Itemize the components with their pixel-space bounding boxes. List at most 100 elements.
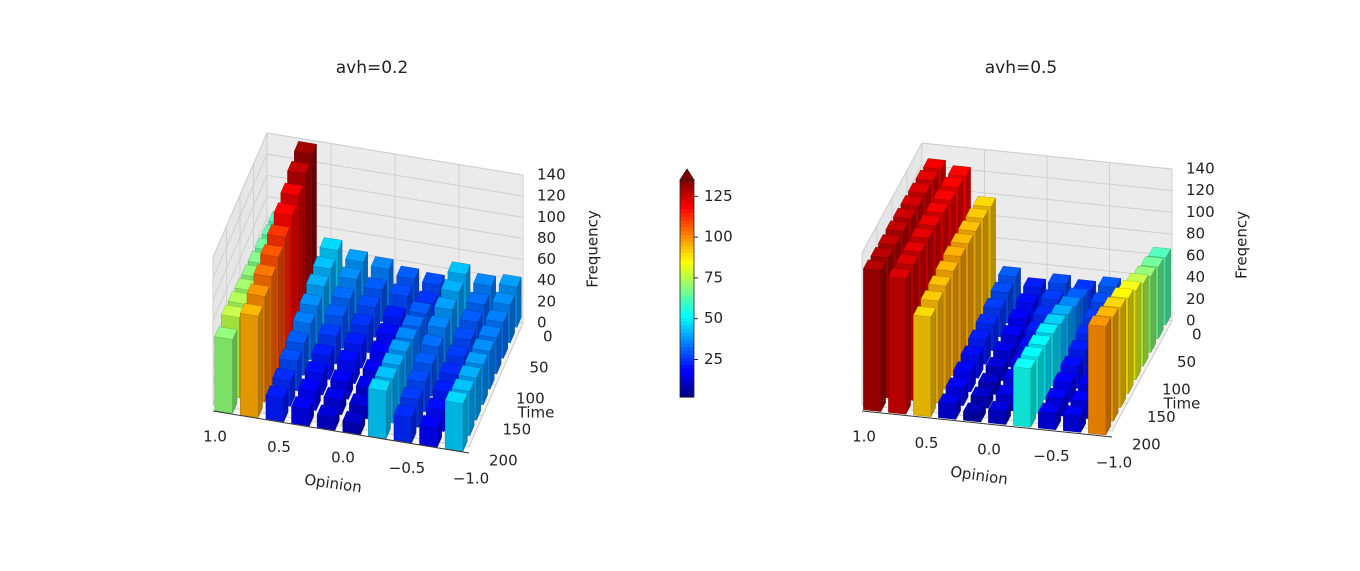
y-tick-label: 0 xyxy=(543,328,553,346)
bar-side xyxy=(1120,298,1126,409)
bar-side xyxy=(1105,316,1111,436)
bar-top xyxy=(446,344,469,358)
bar-front xyxy=(265,395,284,423)
bar xyxy=(444,390,468,452)
bar-top xyxy=(948,165,971,177)
z-tick-label: 60 xyxy=(1186,246,1205,264)
colorbar-segment xyxy=(680,234,694,239)
colorbar-segment xyxy=(680,393,694,398)
bar-top xyxy=(998,265,1021,278)
colorbar-segment xyxy=(680,205,694,210)
colorbar-segment xyxy=(680,237,694,243)
bar-top xyxy=(323,386,347,401)
colorbar-segment xyxy=(680,201,694,206)
bar-top xyxy=(440,279,464,293)
bar-top xyxy=(1050,304,1074,316)
colorbar-segment xyxy=(680,227,694,232)
bar-top xyxy=(900,195,924,207)
bar-top xyxy=(451,378,475,392)
bar xyxy=(963,402,986,423)
colorbar-segment xyxy=(680,230,694,235)
colorbar-segment xyxy=(680,371,694,376)
bar-top xyxy=(1062,405,1087,417)
bar-side xyxy=(1135,281,1141,381)
colorbar-segment xyxy=(680,266,694,272)
bar-top xyxy=(950,232,974,245)
bar-side xyxy=(232,329,238,414)
bar xyxy=(888,267,911,415)
bar-top xyxy=(389,283,413,297)
bar-front xyxy=(240,313,259,418)
bar-top xyxy=(338,266,362,280)
colorbar-segment xyxy=(680,223,694,228)
bar-top xyxy=(345,248,368,263)
z-tick-label: 0 xyxy=(537,314,547,332)
bar-top xyxy=(1097,276,1122,288)
bar-side xyxy=(271,266,277,387)
bar-top xyxy=(1040,289,1064,301)
bar-top xyxy=(400,386,424,401)
colorbar-segment xyxy=(680,190,694,196)
bar-front xyxy=(1038,411,1057,431)
y-axis-label: Time xyxy=(1163,395,1201,413)
colorbar-segment xyxy=(680,375,694,380)
colorbar-segment xyxy=(680,288,694,293)
bar-top xyxy=(265,385,289,399)
z-tick-label: 140 xyxy=(537,166,566,184)
colorbar-segment xyxy=(680,378,694,384)
bar-top xyxy=(1087,315,1112,327)
bar-top xyxy=(1095,306,1119,318)
bar-front xyxy=(393,414,412,444)
bar-top xyxy=(888,267,911,279)
z-tick-label: 120 xyxy=(537,187,566,205)
bar xyxy=(368,378,391,439)
x-axis xyxy=(212,410,470,454)
bar-top xyxy=(993,340,1016,353)
bar-top xyxy=(953,361,976,373)
bar-top xyxy=(304,360,328,375)
bar xyxy=(291,396,314,427)
bar xyxy=(240,303,263,418)
colorbar-segment xyxy=(680,270,694,275)
bar-top xyxy=(350,313,374,327)
colorbar-segment xyxy=(680,208,694,214)
bar xyxy=(265,385,289,423)
bar-top xyxy=(965,207,989,219)
chart-title: avh=0.2 xyxy=(336,58,409,78)
colorbar-segment xyxy=(680,245,694,250)
bar-top xyxy=(240,303,263,317)
colorbar-segment xyxy=(680,183,694,188)
colorbar-segment xyxy=(680,216,694,221)
bar xyxy=(938,393,961,420)
bar-top xyxy=(895,253,919,265)
colorbar-segment xyxy=(680,255,694,261)
bar-top xyxy=(918,214,941,226)
bar-front xyxy=(1063,414,1082,433)
bar-front xyxy=(938,402,957,420)
colorbar-segment xyxy=(680,310,694,315)
bar-top xyxy=(413,351,437,365)
bar-side xyxy=(880,261,886,412)
bar xyxy=(913,306,936,418)
y-tick-label: 50 xyxy=(1177,353,1196,371)
bar-top xyxy=(968,329,991,341)
colorbar-segment xyxy=(680,299,694,304)
bar-top xyxy=(260,243,284,258)
bar-top xyxy=(928,275,951,287)
bar-top xyxy=(316,404,340,418)
y-tick-label: 150 xyxy=(1147,408,1176,426)
colorbar-segment xyxy=(680,180,694,185)
bar-top xyxy=(287,160,311,175)
bar-top xyxy=(291,396,314,410)
colorbar-segment xyxy=(680,302,694,308)
colorbar-segment xyxy=(680,281,694,286)
bar-side xyxy=(1165,248,1171,326)
bar-top xyxy=(465,351,488,365)
x-tick-label: −1.0 xyxy=(1096,454,1132,472)
y-tick-label: 200 xyxy=(1132,436,1161,454)
colorbar-segment xyxy=(680,295,694,300)
colorbar-segment xyxy=(680,357,694,362)
bar-side xyxy=(1128,288,1134,395)
y-tick-label: 150 xyxy=(503,421,532,439)
bar-top xyxy=(1035,322,1059,335)
